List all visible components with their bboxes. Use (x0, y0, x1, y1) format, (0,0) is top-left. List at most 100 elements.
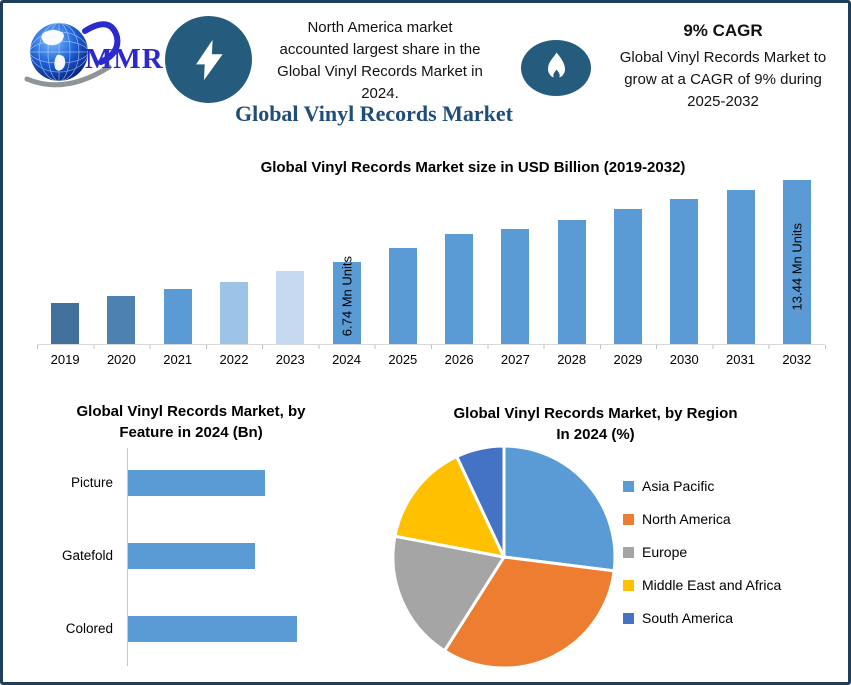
x-axis-ticks (37, 345, 826, 349)
cagr-title: 9% CAGR (683, 21, 763, 40)
logo-text: MMR (85, 43, 164, 75)
year-bar (670, 199, 699, 344)
legend-swatch (623, 481, 634, 492)
highlight-line: 2024. (361, 85, 399, 102)
year-label: 2027 (500, 352, 530, 367)
bar-column (712, 178, 768, 344)
feature-title-line: Feature in 2024 (Bn) (119, 424, 263, 441)
bar-column (37, 178, 93, 344)
header-highlight-note: North America market accounted largest s… (251, 17, 509, 105)
bar-column: 13.44 Mn Units (769, 178, 825, 344)
feature-label: Gatefold (61, 548, 113, 563)
feature-chart: Global Vinyl Records Market, by Feature … (18, 395, 383, 680)
year-bar (219, 282, 248, 344)
region-title-line: Global Vinyl Records Market, by Region (453, 405, 738, 422)
legend-label: Middle East and Africa (642, 577, 782, 593)
year-label: 2025 (388, 352, 418, 367)
feature-label: Picture (70, 475, 113, 490)
legend-item: North America (623, 510, 781, 529)
year-bar (557, 220, 586, 344)
legend-label: Asia Pacific (642, 478, 715, 494)
lightning-icon (165, 16, 252, 103)
year-label: 2029 (613, 352, 643, 367)
feature-chart-title: Global Vinyl Records Market, by Feature … (18, 401, 364, 443)
year-label: 2021 (163, 352, 193, 367)
year-label: 2028 (557, 352, 587, 367)
market-size-chart: Global Vinyl Records Market size in USD … (34, 153, 826, 378)
highlight-line: accounted largest share in the (279, 41, 481, 58)
cagr-callout: 9% CAGR Global Vinyl Records Market to g… (599, 21, 847, 113)
year-label: 2023 (275, 352, 305, 367)
flame-icon (521, 40, 591, 96)
year-label: 2026 (444, 352, 474, 367)
region-title-line: In 2024 (%) (556, 426, 635, 443)
year-bar (51, 303, 80, 344)
legend-swatch (623, 547, 634, 558)
legend-item: South America (623, 609, 781, 628)
year-label: 2031 (726, 352, 755, 367)
pie-legend: Asia Pacific North America Europe Middle Ea… (623, 477, 781, 642)
legend-label: Europe (642, 544, 688, 560)
mmr-logo: MMR (21, 15, 179, 103)
bar-column (544, 178, 600, 344)
globe-icon (21, 21, 141, 97)
legend-label: North America (642, 511, 731, 527)
region-pie-chart: Global Vinyl Records Market, by Region I… (388, 395, 843, 682)
region-pie-title: Global Vinyl Records Market, by Region I… (398, 403, 793, 445)
year-label: 2032 (782, 352, 812, 367)
bar-column (206, 178, 262, 344)
legend-item: Asia Pacific (623, 477, 781, 496)
bar-value-label: 13.44 Mn Units (789, 222, 805, 310)
x-axis-labels: 2019 2020 2021 2022 2023 2024 2025 2026 2027 2028… (37, 352, 825, 367)
legend-swatch (623, 514, 634, 525)
bar-column (600, 178, 656, 344)
feature-label: Colored (65, 621, 113, 636)
cagr-line: grow at a CAGR of 9% during (624, 71, 822, 88)
page-title: Global Vinyl Records Market (234, 101, 514, 126)
highlight-line: Global Vinyl Records Market in (277, 63, 483, 80)
bar-column (150, 178, 206, 344)
bar-column: 6.74 Mn Units (318, 178, 374, 344)
year-label: 2019 (50, 352, 80, 367)
year-bar (107, 296, 136, 344)
feature-title-line: Global Vinyl Records Market, by (76, 403, 306, 420)
feature-bar (128, 616, 297, 642)
year-bar (726, 190, 755, 344)
pie-graphic (391, 444, 617, 670)
bar-column (431, 178, 487, 344)
year-label: 2020 (106, 352, 136, 367)
pie-slice (454, 444, 506, 558)
pie-slice (393, 454, 507, 560)
legend-item: Europe (623, 543, 781, 562)
cagr-line: Global Vinyl Records Market to (619, 49, 827, 66)
year-bar (388, 248, 417, 344)
year-bar (782, 180, 811, 344)
legend-item: Middle East and Africa (623, 576, 781, 595)
legend-label: South America (642, 610, 734, 626)
year-bar (445, 234, 474, 344)
year-label: 2022 (219, 352, 249, 367)
year-bar (276, 271, 305, 344)
year-label: 2024 (332, 352, 361, 367)
y-axis-line (127, 448, 128, 666)
bar-column (375, 178, 431, 344)
year-label: 2030 (669, 352, 699, 367)
feature-bar (128, 543, 255, 569)
cagr-line: 2025-2032 (687, 93, 759, 110)
market-size-chart-title: Global Vinyl Records Market size in USD … (260, 159, 686, 176)
pie-slice (391, 534, 507, 653)
bar-column (487, 178, 543, 344)
bar-value-label: 6.74 Mn Units (339, 255, 355, 336)
bar-column (656, 178, 712, 344)
year-bar (163, 289, 192, 344)
market-size-chart-plot: 6.74 Mn Units 13.44 Mn Units (37, 178, 825, 345)
pie-slice (502, 444, 617, 573)
year-bar (332, 262, 361, 344)
legend-swatch (623, 613, 634, 624)
bar-column (262, 178, 318, 344)
feature-bar (128, 470, 265, 496)
bar-column (93, 178, 149, 344)
legend-swatch (623, 580, 634, 591)
cagr-note: Global Vinyl Records Market to grow at a… (599, 47, 847, 113)
